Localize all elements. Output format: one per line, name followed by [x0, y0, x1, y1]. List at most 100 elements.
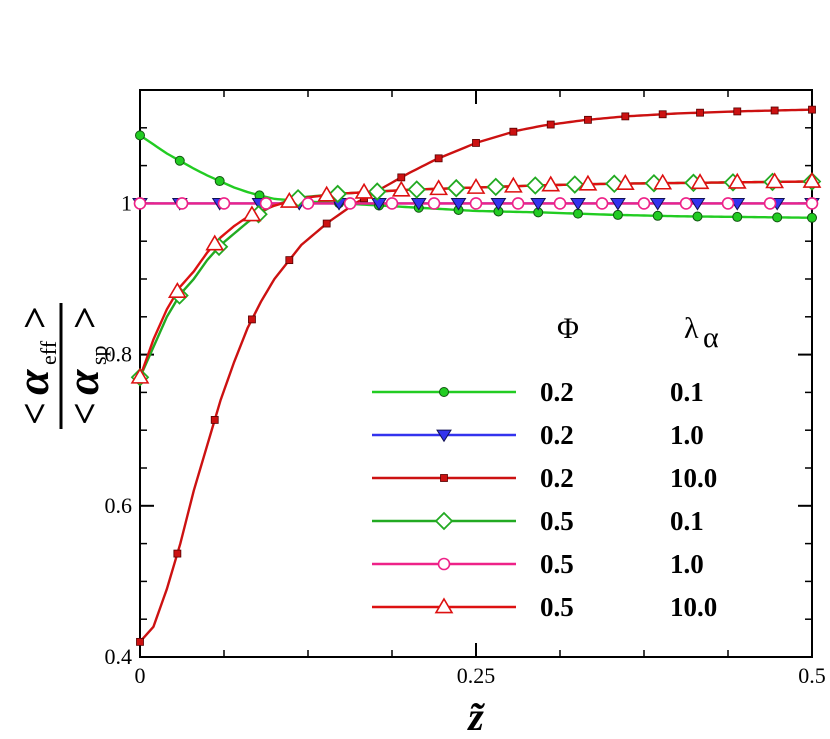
- legend-phi-value: 0.5: [540, 506, 574, 536]
- data-point: [652, 210, 663, 221]
- x-tick-label: 0.25: [457, 663, 496, 688]
- data-point: [763, 197, 777, 210]
- data-point: [466, 177, 486, 194]
- legend-lambda-value: 10.0: [670, 463, 717, 493]
- data-point: [385, 197, 399, 210]
- data-point: [427, 197, 441, 210]
- data-point: [615, 173, 635, 190]
- series-markers-3: [136, 105, 816, 646]
- data-point: [689, 198, 706, 211]
- x-tick-label: 0: [135, 663, 146, 688]
- data-point: [322, 219, 331, 228]
- data-point: [503, 176, 523, 193]
- data-point: [214, 176, 225, 187]
- legend-lambda-value: 0.1: [670, 377, 704, 407]
- data-point: [805, 197, 819, 210]
- data-point: [653, 173, 673, 190]
- y-label-num-right-bracket: >: [12, 306, 57, 329]
- data-point: [175, 197, 189, 210]
- data-point: [173, 549, 182, 558]
- legend-marker: [440, 474, 448, 482]
- data-point: [546, 120, 555, 129]
- data-point: [248, 315, 256, 324]
- series-markers-5: [133, 197, 819, 210]
- data-point: [732, 211, 743, 222]
- data-point: [205, 234, 225, 251]
- data-point: [595, 197, 609, 210]
- legend-header-lambda-sub: α: [703, 321, 719, 354]
- legend-lambda-value: 0.1: [670, 506, 704, 536]
- data-point: [446, 178, 466, 198]
- data-point: [397, 173, 406, 182]
- y-label-den-right-bracket: >: [62, 306, 107, 329]
- y-label-den-left-bracket: <: [62, 402, 107, 425]
- series-markers-6: [130, 171, 822, 384]
- data-point: [472, 139, 480, 147]
- data-point: [279, 191, 299, 208]
- data-point: [391, 180, 411, 197]
- legend-phi-value: 0.5: [540, 592, 574, 622]
- data-point: [802, 171, 822, 188]
- legend-marker: [434, 511, 454, 531]
- legend-marker: [436, 429, 452, 443]
- y-label-num-sub: eff: [36, 340, 61, 365]
- data-point: [570, 198, 586, 211]
- data-point: [696, 108, 704, 117]
- y-axis-label: < α eff > < α sp >: [7, 303, 111, 429]
- data-point: [565, 175, 585, 194]
- legend-row-3: 0.2 10.0: [372, 463, 717, 493]
- data-point: [133, 197, 147, 210]
- legend-marker: [439, 387, 449, 397]
- data-point: [765, 172, 785, 189]
- data-point: [525, 176, 545, 195]
- legend-lambda-value: 1.0: [670, 420, 704, 450]
- data-point: [285, 256, 294, 265]
- data-point: [130, 367, 150, 384]
- data-point: [721, 197, 735, 210]
- data-point: [136, 637, 144, 646]
- data-point: [637, 197, 651, 210]
- y-tick-label: 0.4: [105, 644, 133, 669]
- y-tick-label: 1: [121, 190, 132, 215]
- data-point: [530, 198, 547, 211]
- data-point: [509, 127, 518, 136]
- data-point: [367, 182, 387, 201]
- legend-lambda-value: 1.0: [670, 549, 704, 579]
- data-point: [490, 198, 507, 211]
- legend-rows: 0.2 0.1 0.2 1.0 0.2 10.0 0.5 0.1 0.5 1.0 0.5 10.0: [372, 377, 717, 622]
- legend-row-4: 0.5 0.1: [372, 506, 704, 536]
- data-point: [733, 107, 742, 116]
- data-point: [486, 177, 506, 197]
- y-label-num-symbol: α: [7, 368, 58, 395]
- y-tick-label: 0.8: [105, 342, 133, 367]
- legend-lambda-value: 10.0: [670, 592, 717, 622]
- data-point: [692, 211, 703, 222]
- data-point: [541, 175, 561, 192]
- data-point: [584, 115, 592, 124]
- legend-row-5: 0.5 1.0: [372, 549, 704, 579]
- data-point: [772, 212, 783, 223]
- data-point: [578, 174, 598, 191]
- legend-phi-value: 0.2: [540, 377, 574, 407]
- data-point: [301, 197, 315, 210]
- data-point: [354, 182, 374, 199]
- data-point: [511, 197, 525, 210]
- data-point: [770, 106, 779, 115]
- data-point: [727, 172, 747, 189]
- data-point: [450, 198, 467, 211]
- legend: Φ λ α 0.2 0.10.2 1.00.2 10.00.5 0.10.5 1.00.5…: [372, 312, 719, 622]
- data-point: [242, 205, 262, 222]
- legend-phi-value: 0.2: [540, 420, 574, 450]
- data-point: [610, 198, 626, 211]
- x-tick-label: 0.5: [798, 663, 826, 688]
- data-point: [679, 197, 693, 210]
- data-point: [808, 105, 816, 114]
- legend-row-2: 0.2 1.0: [372, 420, 704, 450]
- data-point: [690, 173, 710, 190]
- data-point: [553, 197, 567, 210]
- legend-row-1: 0.2 0.1: [372, 377, 704, 407]
- data-point: [259, 197, 273, 210]
- data-point: [469, 197, 483, 210]
- data-point: [658, 110, 667, 119]
- legend-header-phi: Φ: [557, 312, 579, 345]
